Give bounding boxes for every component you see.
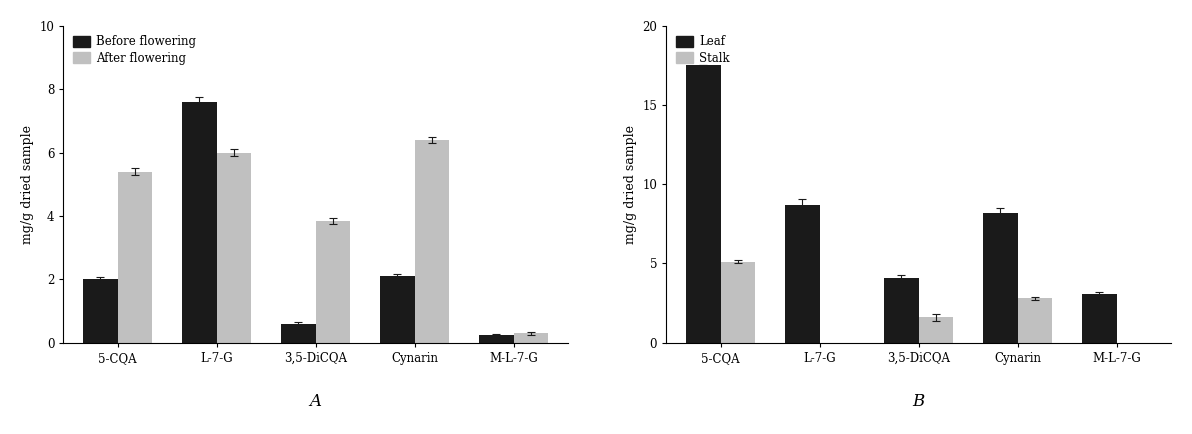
Legend: Leaf, Stalk: Leaf, Stalk bbox=[672, 32, 733, 69]
Bar bbox=[983, 213, 1018, 343]
Bar bbox=[786, 205, 820, 343]
Bar bbox=[1018, 298, 1053, 343]
Bar bbox=[316, 221, 350, 343]
Bar bbox=[380, 276, 415, 343]
Text: B: B bbox=[913, 393, 925, 411]
Bar bbox=[415, 140, 449, 343]
Bar bbox=[687, 66, 721, 343]
Bar bbox=[1082, 293, 1117, 343]
Bar bbox=[182, 102, 217, 343]
Bar bbox=[83, 279, 118, 343]
Bar bbox=[514, 333, 548, 343]
Bar bbox=[919, 317, 954, 343]
Bar bbox=[281, 324, 316, 343]
Text: A: A bbox=[310, 393, 322, 411]
Bar bbox=[118, 171, 153, 343]
Bar bbox=[217, 153, 252, 343]
Y-axis label: mg/g dried sample: mg/g dried sample bbox=[623, 125, 637, 244]
Legend: Before flowering, After flowering: Before flowering, After flowering bbox=[69, 32, 200, 69]
Y-axis label: mg/g dried sample: mg/g dried sample bbox=[20, 125, 33, 244]
Bar bbox=[479, 335, 514, 343]
Bar bbox=[884, 278, 919, 343]
Bar bbox=[721, 262, 756, 343]
